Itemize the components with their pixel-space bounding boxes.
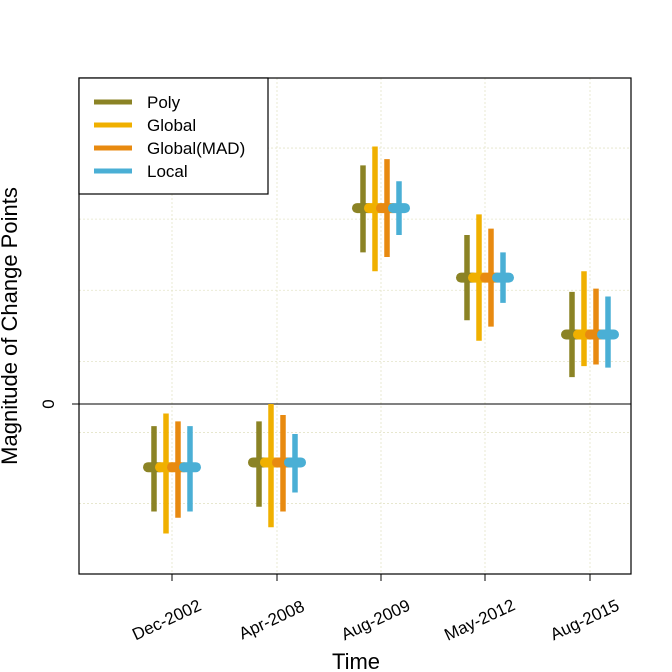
x-tick-label: Apr-2008 — [236, 597, 307, 644]
series-global-mad- — [167, 159, 607, 518]
series-poly — [143, 165, 583, 512]
y-axis-title: Magnitude of Change Points — [0, 187, 22, 465]
y-tick-label: 0 — [39, 399, 58, 408]
series-local — [179, 181, 619, 512]
y-axis: 0 — [39, 399, 79, 409]
x-tick-label: Aug-2009 — [338, 596, 413, 644]
legend-label: Local — [147, 162, 188, 181]
legend-label: Global — [147, 116, 196, 135]
legend-label: Global(MAD) — [147, 139, 245, 158]
x-tick-label: Dec-2002 — [129, 596, 204, 644]
x-axis-title: Time — [332, 649, 380, 672]
series-global — [155, 146, 595, 534]
error-bars — [143, 146, 619, 534]
legend-label: Poly — [147, 93, 181, 112]
x-tick-label: May-2012 — [441, 595, 518, 644]
x-tick-label: Aug-2015 — [547, 596, 622, 644]
plot-frame — [78, 77, 632, 575]
legend-box — [78, 77, 269, 195]
legend: Poly Global Global(MAD) Local — [78, 77, 269, 195]
x-axis: Dec-2002 Apr-2008 Aug-2009 May-2012 Aug-2015 — [129, 574, 622, 645]
